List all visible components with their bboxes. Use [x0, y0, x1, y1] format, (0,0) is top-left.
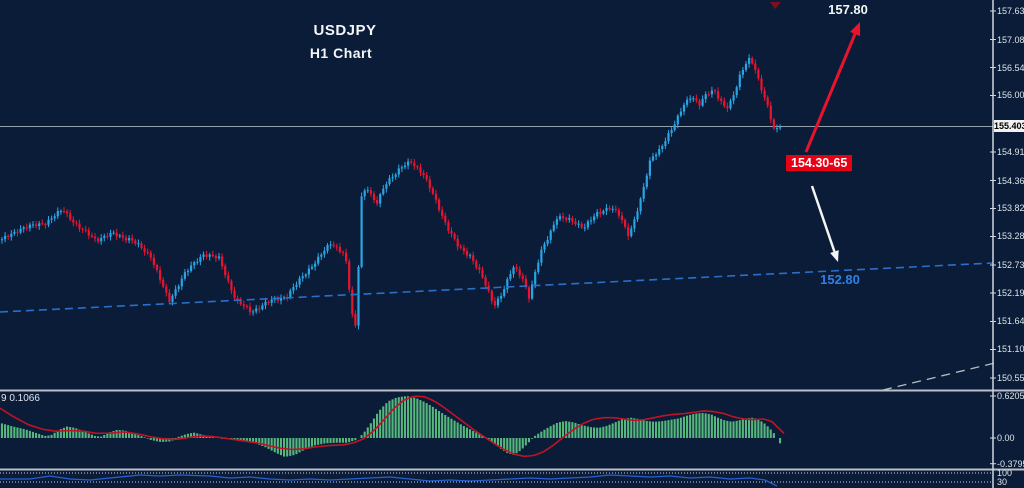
price-axis-label: 157.080	[997, 34, 1024, 45]
price-axis-label: 150.550	[997, 372, 1024, 383]
price-axis-label: 154.910	[997, 146, 1024, 157]
triangle-marker	[770, 2, 781, 9]
price-axis-label: 152.190	[997, 287, 1024, 298]
macd-axis-label: 0.00	[997, 433, 1015, 443]
down-arrow	[810, 185, 839, 262]
macd-signal-line	[0, 395, 785, 458]
up-arrow	[804, 22, 861, 153]
lower-axis-label: 30	[997, 477, 1008, 487]
price-axis-label: 156.540	[997, 62, 1024, 73]
lower-indicator	[0, 472, 993, 487]
price-axis-label: 153.280	[997, 231, 1024, 242]
price-axis-label: 151.640	[997, 316, 1024, 327]
price-axis-label: 156.000	[997, 90, 1024, 101]
current-price-tag: 155.403	[994, 120, 1024, 132]
macd-histogram	[0, 396, 782, 457]
macd-axis-label: 0.6205	[997, 390, 1024, 401]
price-axis-label: 154.360	[997, 175, 1024, 186]
macd-axis-label: -0.3795	[997, 458, 1024, 469]
price-axis-label: 152.730	[997, 259, 1024, 270]
gray-dashed-line	[882, 362, 996, 391]
candlestick-series	[0, 54, 782, 330]
downside-target-label: 152.80	[820, 272, 860, 287]
price-axis-label: 151.100	[997, 344, 1024, 355]
chart-symbol-title: USDJPY	[313, 22, 377, 39]
upside-target-label: 157.80	[828, 2, 868, 17]
lower-axis-label: 100	[997, 468, 1013, 478]
support-zone-badge: 154.30-65	[786, 155, 853, 171]
price-axis-label: 157.630	[997, 6, 1024, 16]
chart-timeframe-title: H1 Chart	[309, 45, 373, 61]
trendline-dashed	[0, 262, 994, 313]
price-axis-label: 153.820	[997, 203, 1024, 214]
indicator-value-label: 9 0.1066	[1, 393, 40, 404]
